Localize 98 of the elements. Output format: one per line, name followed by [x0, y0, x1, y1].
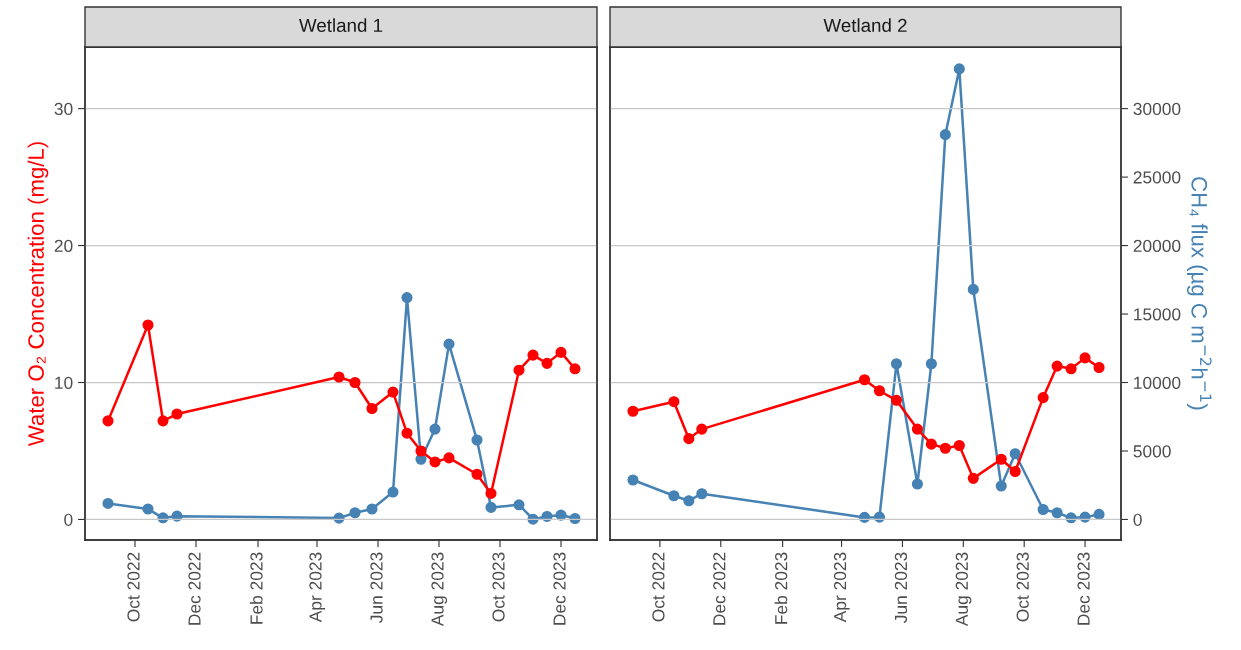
chart-title: Wetland 2	[823, 18, 907, 33]
point	[953, 63, 965, 75]
x-tick-label: Jun 2023	[370, 552, 383, 623]
x-tick-label: Aug 2023	[955, 552, 972, 627]
point	[873, 385, 886, 397]
point	[485, 487, 497, 499]
point	[555, 346, 567, 358]
point	[387, 386, 399, 398]
point	[668, 490, 680, 502]
x-tick-label: Oct 2023	[1016, 552, 1029, 622]
y-tick-label: 30	[54, 102, 73, 116]
point	[142, 319, 154, 331]
point	[1009, 448, 1021, 460]
point	[683, 433, 695, 445]
point	[443, 338, 455, 350]
point	[890, 394, 902, 406]
point	[102, 497, 114, 509]
y2-tick-label: 30000	[1133, 102, 1181, 116]
y2-tick-label: 0	[1133, 513, 1142, 526]
x-tick-label: Dec 2023	[553, 552, 566, 625]
point	[953, 439, 965, 452]
point	[401, 292, 413, 304]
y2-tick-label: 25000	[1133, 171, 1181, 184]
x-tick-label: Oct 2023	[492, 552, 505, 622]
point	[485, 501, 497, 513]
point	[696, 423, 708, 435]
point	[925, 438, 937, 450]
x-tick-label: Apr 2023	[309, 552, 326, 623]
y2-tick-label: 5000	[1133, 445, 1171, 458]
chart-title: Wetland 1	[299, 18, 383, 33]
point	[1093, 361, 1105, 374]
point	[366, 402, 378, 415]
x-tick-label: Dec 2022	[188, 552, 201, 625]
point	[696, 488, 708, 500]
point	[429, 456, 441, 468]
point	[171, 408, 183, 420]
y-axis-title: Water O₂ Concentration (mg/L)	[27, 142, 49, 447]
point	[858, 511, 871, 523]
point	[415, 445, 427, 457]
point	[142, 503, 154, 515]
point	[668, 396, 680, 408]
y2-tick-label: 20000	[1133, 239, 1181, 253]
point	[1051, 507, 1063, 519]
point	[366, 503, 378, 515]
y2-tick-label: 15000	[1134, 308, 1181, 321]
y2-axis-title: CH₄ flux (µg C m$^{−2}$h$^{−1}$)	[1186, 177, 1212, 410]
point	[157, 415, 169, 427]
point	[513, 499, 525, 511]
point	[349, 507, 361, 519]
y-tick-label: 20	[54, 239, 73, 253]
point	[627, 474, 639, 486]
point	[911, 423, 923, 435]
point	[387, 486, 399, 498]
point	[1093, 508, 1105, 520]
x-tick-label: Oct 2022	[127, 552, 140, 622]
point	[967, 283, 979, 295]
y-tick-label: 10	[55, 376, 73, 389]
x-tick-label: Oct 2022	[652, 552, 665, 622]
x-tick-label: Dec 2022	[713, 552, 726, 625]
point	[939, 442, 951, 454]
point	[333, 371, 345, 383]
point	[1037, 503, 1049, 516]
point	[349, 376, 361, 389]
x-tick-label: Aug 2023	[431, 552, 448, 627]
point	[967, 472, 979, 484]
point	[541, 510, 553, 523]
point	[911, 478, 923, 490]
x-tick-label: Jun 2023	[894, 552, 908, 623]
x-tick-label: Feb 2023	[774, 552, 788, 624]
point	[1037, 392, 1049, 404]
point	[1079, 352, 1091, 364]
point	[471, 434, 483, 446]
point	[429, 423, 441, 435]
point	[925, 358, 937, 370]
point	[1065, 363, 1077, 375]
y-tick-label: 0	[64, 513, 73, 526]
point	[541, 357, 553, 369]
point	[401, 427, 413, 439]
x-tick-label: Feb 2023	[249, 552, 263, 624]
point	[858, 374, 871, 386]
point	[627, 405, 639, 417]
point	[569, 512, 581, 525]
point	[1051, 360, 1063, 372]
point	[527, 349, 539, 361]
x-tick-label: Dec 2023	[1077, 552, 1090, 625]
point	[513, 364, 525, 376]
point	[569, 363, 581, 375]
point	[1009, 465, 1021, 478]
point	[995, 480, 1007, 492]
point	[683, 495, 695, 507]
point	[471, 468, 483, 480]
point	[102, 415, 114, 427]
y2-tick-label: 10000	[1134, 376, 1181, 389]
point	[890, 358, 902, 370]
point	[939, 129, 951, 141]
x-tick-label: Apr 2023	[833, 552, 850, 623]
point	[995, 453, 1007, 465]
point	[443, 452, 455, 464]
